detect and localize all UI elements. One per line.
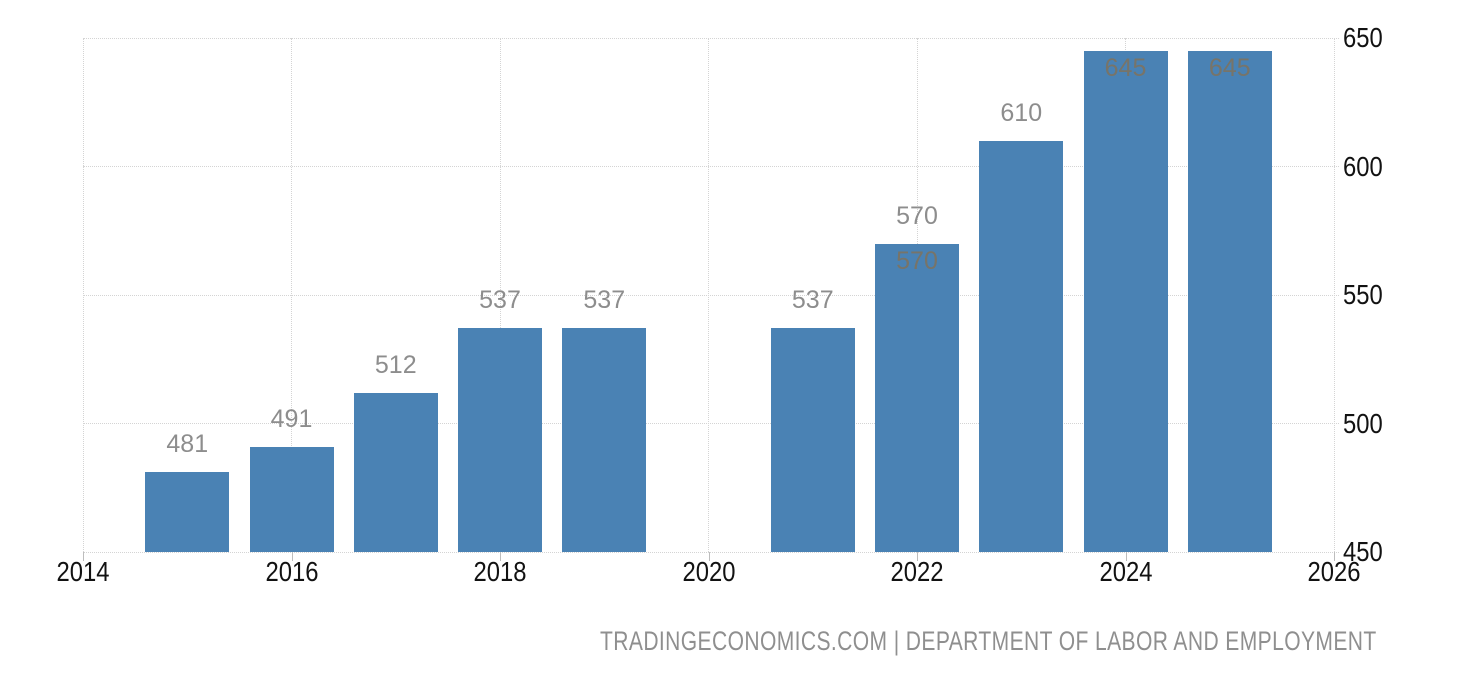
x-gridline (1333, 38, 1335, 552)
bar-value-label: 491 (270, 404, 313, 433)
y-axis-label: 550 (1343, 279, 1383, 310)
bar-value-label: 570 (896, 201, 938, 230)
x-axis-label: 2026 (1307, 556, 1361, 587)
y-axis-label: 600 (1343, 150, 1383, 182)
source-attribution: TRADINGECONOMICS.COM | DEPARTMENT OF LAB… (600, 626, 1377, 656)
x-axis-tick (500, 552, 501, 561)
bar-value-label-inside: 570 (896, 246, 938, 275)
x-axis-tick (1125, 552, 1127, 561)
x-axis-tick (291, 552, 293, 561)
bar-2018[interactable] (458, 328, 542, 552)
y-gridline (83, 551, 1339, 553)
bar-2019[interactable] (562, 328, 647, 552)
bar-2024[interactable] (1083, 50, 1168, 552)
x-axis-tick (1334, 552, 1335, 561)
bar-2023[interactable] (979, 140, 1064, 552)
bar-2015[interactable] (145, 472, 230, 552)
bar-value-label: 537 (791, 286, 834, 315)
x-gridline (708, 38, 709, 552)
bar-2025[interactable] (1187, 50, 1272, 552)
x-gridline (499, 38, 501, 552)
x-axis-tick (83, 552, 84, 561)
y-gridline (83, 166, 1339, 167)
y-gridline (83, 294, 1339, 296)
bar-2016[interactable] (249, 446, 334, 552)
bar-value-label: 512 (374, 350, 417, 379)
x-gridline (291, 38, 292, 552)
y-axis-label: 650 (1343, 22, 1383, 53)
x-axis-tick (708, 552, 710, 561)
bar-2022[interactable] (875, 243, 959, 552)
y-gridline (83, 37, 1339, 39)
bar-value-label: 537 (583, 286, 626, 315)
y-axis-label: 500 (1343, 407, 1383, 439)
x-axis-tick (917, 552, 918, 561)
x-axis-label: 2016 (265, 556, 318, 587)
x-axis-label: 2014 (56, 556, 110, 587)
bar-value-label-inside: 645 (1104, 53, 1147, 82)
x-axis-label: 2022 (890, 556, 944, 587)
bar-value-label: 481 (166, 430, 209, 459)
bar-2017[interactable] (353, 392, 438, 552)
bar-value-label-inside: 645 (1208, 53, 1251, 82)
bar-2021[interactable] (770, 328, 855, 552)
x-axis-label: 2018 (473, 556, 527, 587)
x-axis-label: 2020 (682, 556, 735, 587)
bar-value-label: 537 (479, 286, 521, 315)
y-axis-label: 450 (1343, 536, 1383, 567)
x-gridline (82, 38, 84, 552)
x-axis-label: 2024 (1099, 556, 1152, 587)
bar-value-label: 610 (1000, 98, 1043, 127)
y-gridline (83, 423, 1339, 424)
